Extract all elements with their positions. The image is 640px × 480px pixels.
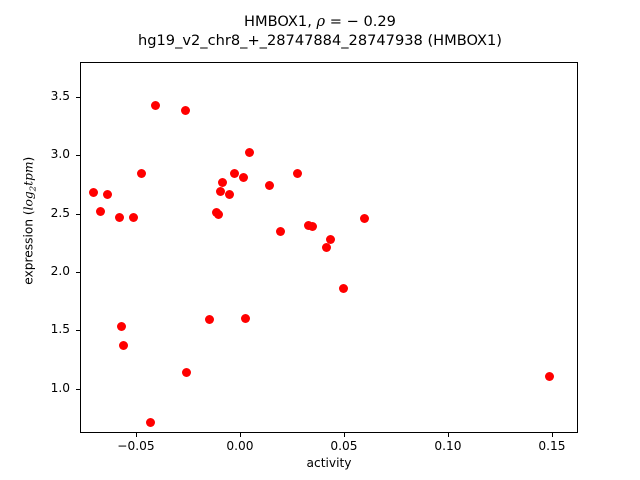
scatter-point	[321, 242, 331, 252]
x-tick-label: 0.05	[330, 439, 358, 453]
scatter-point	[102, 190, 112, 200]
x-tick-label: 0.15	[538, 439, 566, 453]
scatter-point	[218, 177, 228, 187]
plot-axes	[80, 62, 578, 433]
y-label-sub: 2	[28, 185, 39, 192]
x-axis-label: activity	[306, 456, 352, 470]
scatter-point	[89, 188, 99, 198]
scatter-points-layer	[81, 63, 577, 432]
scatter-point	[137, 169, 147, 179]
x-tick-mark	[239, 433, 242, 437]
y-label-prefix: expression (	[21, 210, 36, 285]
scatter-point	[115, 212, 125, 222]
y-label-suffix: )	[21, 156, 36, 162]
title-gene-prefix: HMBOX1,	[244, 13, 317, 30]
scatter-point	[181, 106, 191, 116]
scatter-point	[214, 210, 224, 220]
title-line-2: hg19_v2_chr8_+_28747884_28747938 (HMBOX1…	[137, 32, 503, 49]
y-tick-mark	[76, 155, 80, 157]
scatter-point	[308, 221, 318, 231]
scatter-point	[544, 372, 554, 382]
y-tick-mark	[76, 97, 80, 99]
scatter-point	[275, 226, 285, 236]
scatter-point	[238, 172, 248, 182]
scatter-point	[245, 148, 255, 158]
x-tick-label: 0.10	[434, 439, 462, 453]
scatter-point	[205, 315, 215, 325]
y-tick-mark	[76, 272, 80, 274]
scatter-point	[241, 314, 251, 324]
scatter-point	[216, 186, 226, 196]
scatter-point	[145, 417, 155, 427]
title-line-1: HMBOX1, ρ = − 0.29	[0, 12, 640, 31]
y-tick-label: 3.5	[50, 89, 70, 103]
y-tick-label: 1.0	[50, 380, 70, 395]
scatter-point	[225, 190, 235, 200]
title-rho-value: = − 0.29	[325, 13, 396, 30]
y-tick-label: 2.0	[50, 264, 70, 279]
y-label-log: log	[21, 191, 36, 211]
scatter-point	[264, 181, 274, 191]
y-tick-mark	[76, 213, 80, 215]
x-tick-mark	[551, 433, 554, 437]
y-tick-label: 1.5	[50, 322, 70, 337]
y-label-math: log2tpm	[21, 161, 38, 211]
y-label-unit: tpm	[21, 161, 36, 186]
scatter-point	[118, 340, 128, 350]
scatter-point	[230, 169, 240, 179]
x-tick-mark	[447, 433, 450, 437]
scatter-point	[339, 283, 349, 293]
scatter-point	[182, 367, 192, 377]
scatter-point	[117, 322, 127, 332]
y-tick-label: 3.0	[50, 147, 70, 162]
y-axis-label: expression (log2tpm)	[21, 41, 38, 401]
x-tick-label: 0.00	[226, 439, 254, 453]
y-tick-mark	[76, 388, 80, 390]
scatter-point	[128, 212, 138, 222]
x-tick-mark	[135, 433, 138, 437]
scatter-point	[360, 213, 370, 223]
x-tick-mark	[343, 433, 346, 437]
scatter-point	[151, 100, 161, 110]
figure-title: HMBOX1, ρ = − 0.29 hg19_v2_chr8_+_287478…	[0, 12, 640, 50]
scatter-point	[325, 234, 335, 244]
title-rho-symbol: ρ	[316, 13, 326, 30]
x-tick-label: −0.05	[117, 439, 155, 453]
y-tick-label: 2.5	[50, 205, 70, 220]
scatter-point	[96, 206, 106, 216]
y-tick-mark	[76, 330, 80, 332]
scatter-point	[293, 169, 303, 179]
